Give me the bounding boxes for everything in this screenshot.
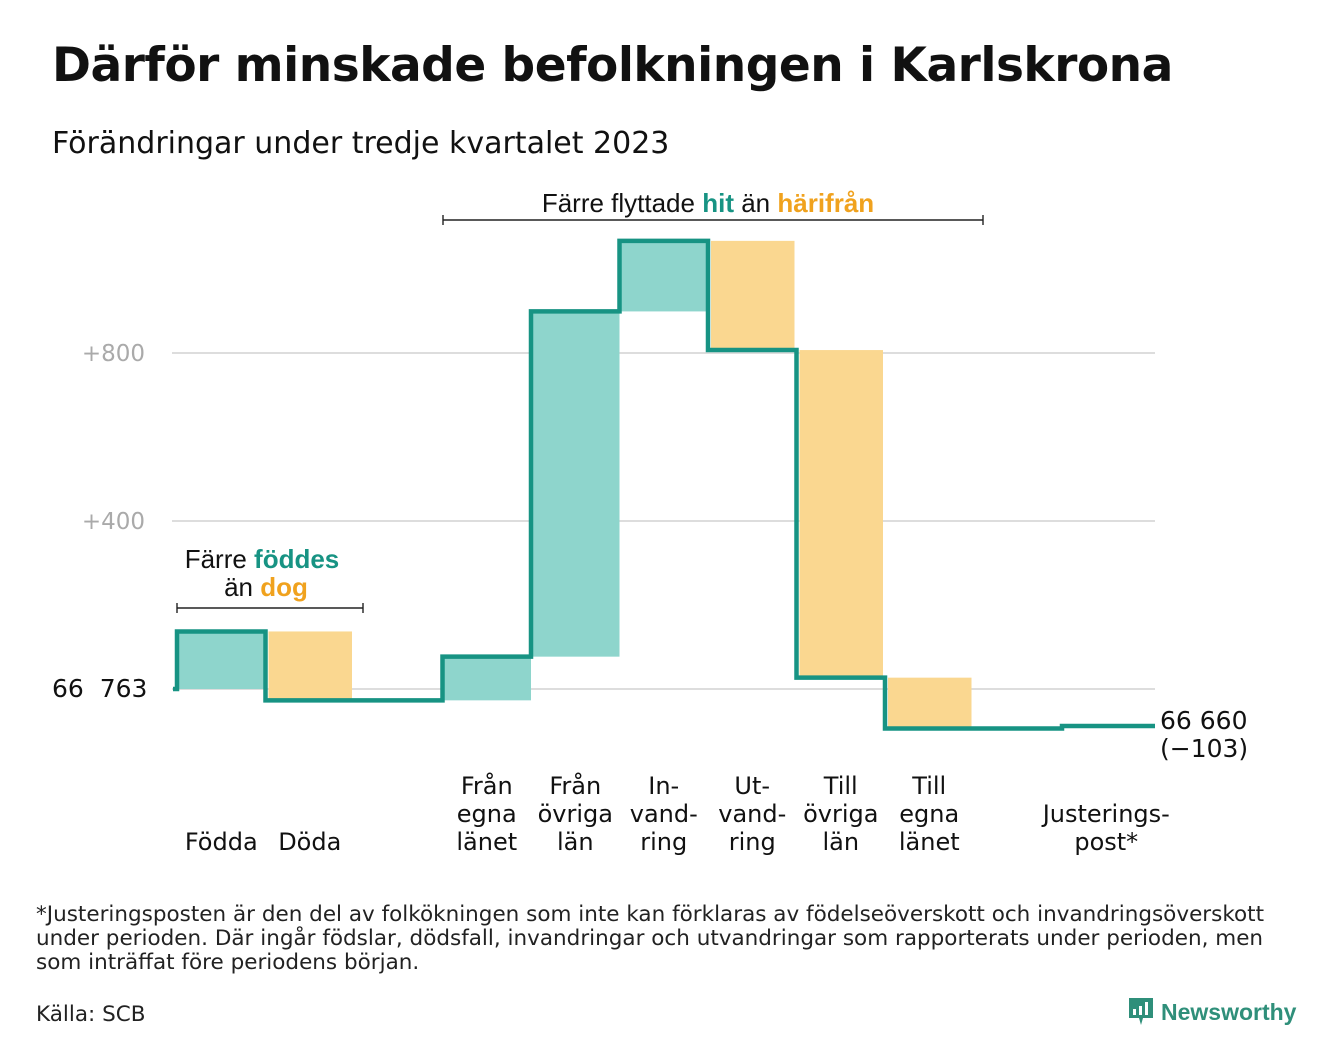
category-label: länet [456,828,517,856]
move-annotation-hit: hit [702,188,734,218]
death-annotation-highlight: dog [260,572,308,602]
line-layer [173,238,1155,731]
outflow-bar [711,240,795,351]
category-label: Till [911,772,946,800]
move-annotation-bracket [442,215,984,225]
outflow-bar [888,677,972,729]
category-label: ring [729,828,776,856]
move-annotation-harifran: härifrån [777,188,874,218]
y-tick-label: +800 [82,341,145,367]
category-label: Justerings- [1041,800,1170,828]
death-annotation-pre: än [224,572,260,602]
end-change-label: (−103) [1160,734,1248,763]
y-tick-label: +400 [82,509,145,535]
bar-chart-icon [1129,998,1153,1025]
birth-annotation-bracket [176,603,364,613]
source-label: Källa: SCB [36,1002,146,1027]
move-annotation: Färre flyttade hit än härifrån [542,188,874,218]
category-label: Döda [278,828,341,856]
inflow-bar [442,656,531,701]
category-label: länet [899,828,960,856]
category-label: egna [457,800,517,828]
category-label: post* [1074,828,1138,856]
category-label: län [557,828,594,856]
category-label: vand- [630,800,698,828]
category-label: vand- [718,800,786,828]
inflow-bar [619,240,708,312]
category-label: Födda [185,828,258,856]
chart-subtitle: Förändringar under tredje kvartalet 2023 [52,126,670,161]
category-label: Ut- [734,772,770,800]
category-label: Till [823,772,858,800]
population-step-line [173,238,1155,731]
inflow-bar [177,631,266,689]
category-label: övriga [803,800,878,828]
birth-annotation-pre: Färre [185,544,254,574]
outflow-bar [799,350,883,678]
category-label: In- [648,772,679,800]
logo-text: Newsworthy [1161,998,1297,1025]
category-label: ring [640,828,687,856]
category-labels: Födda DödaFrånegnalänetFrånövrigalänIn-va… [185,771,1170,856]
birth-annotation-line1: Färre föddes [185,544,340,574]
move-annotation-pre: Färre flyttade [542,188,702,218]
newsworthy-logo: Newsworthy [1128,997,1296,1027]
category-label: län [822,828,859,856]
inflow-bar [531,311,620,657]
end-value-label: 66 660 [1160,706,1247,735]
chart-title: Därför minskade befolkningen i Karlskron… [52,38,1173,93]
footnote: *Justeringsposten är den del av folkökni… [36,902,1265,975]
start-value-label: 66 763 [52,674,147,703]
bars-layer [177,240,972,729]
waterfall-chart: +400 +800 Färre föddes än dog Färre flytt… [52,188,1248,856]
category-label: egna [899,800,959,828]
category-label: Från [549,771,601,800]
birth-annotation-line2: än dog [224,572,308,602]
category-label: Från [461,771,513,800]
outflow-bar [268,631,352,701]
category-label: övriga [538,800,613,828]
move-annotation-mid: än [741,188,777,218]
birth-annotation-highlight: föddes [254,544,339,574]
